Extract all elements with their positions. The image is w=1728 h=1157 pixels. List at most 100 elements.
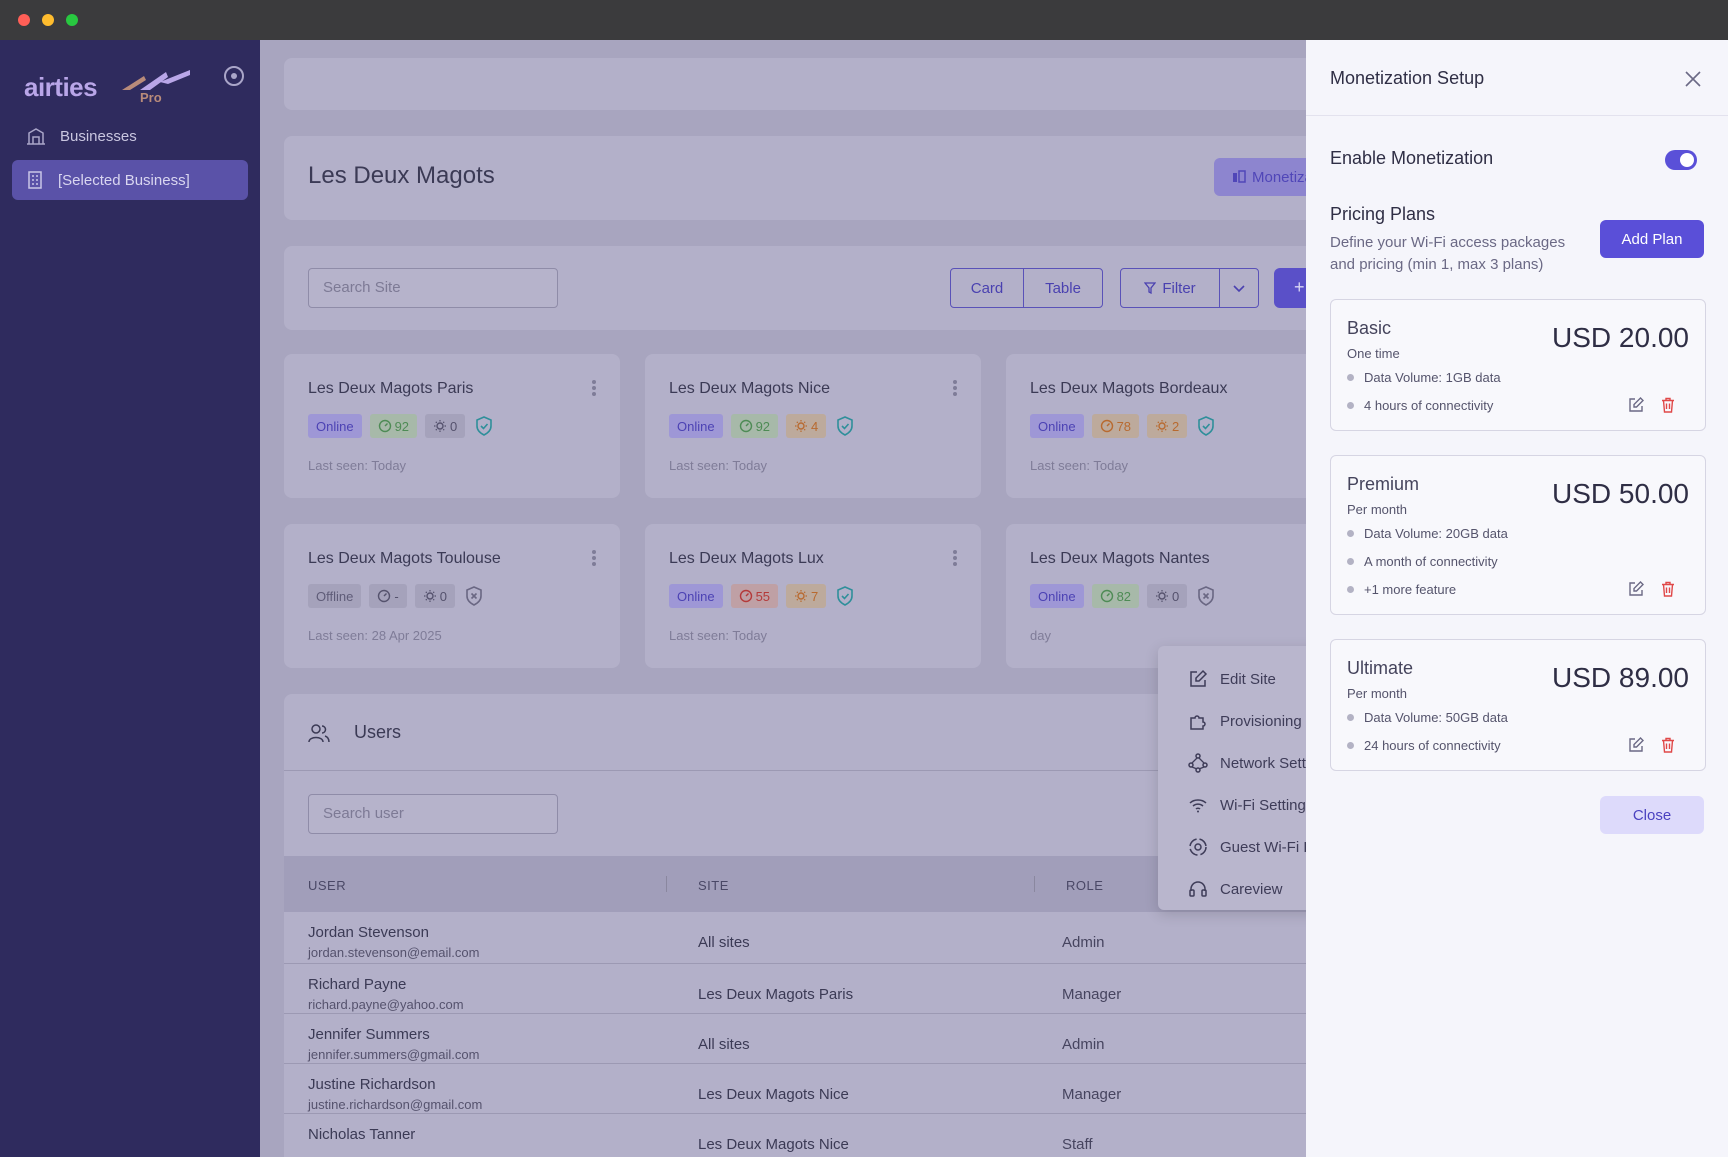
sidebar: airties Pro Businesses [Selected Busines… xyxy=(0,40,260,1157)
view-card-button[interactable]: Card xyxy=(950,268,1024,308)
close-button[interactable]: Close xyxy=(1600,796,1704,834)
menu-item-provisioning[interactable]: Provisioning xyxy=(1158,700,1306,742)
column-resizer[interactable] xyxy=(1034,876,1035,892)
score-value: - xyxy=(394,588,399,604)
sidebar-item-businesses[interactable]: Businesses xyxy=(12,116,248,156)
menu-item-label: Guest Wi-Fi Portal xyxy=(1220,838,1306,856)
drawer-header: Monetization Setup xyxy=(1306,40,1728,116)
table-row[interactable]: Justine Richardson justine.richardson@gm… xyxy=(284,1064,1306,1114)
minimize-window-button[interactable] xyxy=(42,14,54,26)
site-card[interactable]: Les Deux Magots Nantes Online 82 0 day xyxy=(1006,524,1306,668)
shield-check-icon xyxy=(837,586,854,606)
monetization-button[interactable]: Monetizati xyxy=(1214,158,1306,196)
sidebar-collapse-icon[interactable] xyxy=(224,66,244,86)
add-site-button[interactable]: + xyxy=(1274,268,1306,308)
site-card[interactable]: Les Deux Magots Paris Online 92 0 Last s… xyxy=(284,354,620,498)
page-header: Les Deux Magots Monetizati xyxy=(284,136,1306,220)
site-badges: Online 78 2 xyxy=(1030,414,1217,438)
users-icon xyxy=(308,724,330,743)
add-plan-button[interactable]: Add Plan xyxy=(1600,220,1704,258)
edit-icon[interactable] xyxy=(1627,580,1645,598)
office-icon xyxy=(28,171,42,189)
trash-icon[interactable] xyxy=(1659,736,1677,754)
plan-feature: Data Volume: 50GB data xyxy=(1347,710,1508,725)
close-icon[interactable] xyxy=(1684,70,1702,88)
site-card[interactable]: Les Deux Magots Toulouse Offline - 0 Las… xyxy=(284,524,620,668)
menu-item-network-settings[interactable]: Network Settings xyxy=(1158,742,1306,784)
site-toolbar: Search Site Card Table Filter + xyxy=(284,246,1306,330)
plan-price: USD 50.00 xyxy=(1552,478,1689,509)
view-table-button[interactable]: Table xyxy=(1023,268,1103,308)
site-badges: Online 55 7 xyxy=(669,584,856,608)
trash-icon[interactable] xyxy=(1659,396,1677,414)
table-row[interactable]: Richard Payne richard.payne@yahoo.com Le… xyxy=(284,964,1306,1014)
site-card[interactable]: Les Deux Magots Lux Online 55 7 Last see… xyxy=(645,524,981,668)
score-badge: 82 xyxy=(1091,584,1140,608)
enable-monetization-toggle[interactable] xyxy=(1665,150,1697,170)
portal-icon xyxy=(1189,838,1207,856)
user-email: jennifer.summers@gmail.com xyxy=(308,1047,480,1062)
trash-icon[interactable] xyxy=(1659,580,1677,598)
menu-item-careview[interactable]: Careview xyxy=(1158,868,1306,910)
last-seen: day xyxy=(1030,628,1051,643)
more-options-icon[interactable] xyxy=(592,380,596,396)
column-header-user[interactable]: USER xyxy=(308,878,347,893)
user-site: Les Deux Magots Nice xyxy=(698,1136,849,1153)
title-bar xyxy=(0,0,1728,40)
sidebar-item-selected-business[interactable]: [Selected Business] xyxy=(12,160,248,200)
site-card[interactable]: Les Deux Magots Bordeaux Online 78 2 Las… xyxy=(1006,354,1306,498)
alerts-badge: 4 xyxy=(786,414,827,438)
site-card[interactable]: Les Deux Magots Nice Online 92 4 Last se… xyxy=(645,354,981,498)
alerts-badge: 0 xyxy=(425,414,466,438)
user-name: Jennifer Summers xyxy=(308,1026,430,1043)
users-title: Users xyxy=(354,722,402,742)
more-options-icon[interactable] xyxy=(592,550,596,566)
last-seen: Last seen: Today xyxy=(669,458,768,473)
more-options-icon[interactable] xyxy=(953,550,957,566)
table-row[interactable]: Nicholas Tanner Les Deux Magots Nice Sta… xyxy=(284,1114,1306,1157)
page-title: Les Deux Magots xyxy=(308,162,495,189)
site-search-input[interactable]: Search Site xyxy=(308,268,558,308)
edit-icon[interactable] xyxy=(1627,396,1645,414)
maximize-window-button[interactable] xyxy=(66,14,78,26)
menu-item-edit-site[interactable]: Edit Site xyxy=(1158,658,1306,700)
table-row[interactable]: Jordan Stevenson jordan.stevenson@email.… xyxy=(284,912,1306,964)
user-name: Justine Richardson xyxy=(308,1076,436,1093)
plan-feature: 4 hours of connectivity xyxy=(1347,398,1493,413)
user-site: Les Deux Magots Nice xyxy=(698,1086,849,1103)
plan-name: Basic xyxy=(1347,318,1392,338)
score-icon xyxy=(1100,419,1113,433)
last-seen: Last seen: 28 Apr 2025 xyxy=(308,628,442,643)
menu-item-wifi-settings[interactable]: Wi-Fi Settings xyxy=(1158,784,1306,826)
user-role: Staff xyxy=(1062,1136,1093,1153)
site-name: Les Deux Magots Toulouse xyxy=(308,550,501,567)
edit-icon[interactable] xyxy=(1627,736,1645,754)
menu-item-label: Careview xyxy=(1220,880,1283,898)
column-header-site[interactable]: SITE xyxy=(698,878,729,893)
table-row[interactable]: Jennifer Summers jennifer.summers@gmail.… xyxy=(284,1014,1306,1064)
more-options-icon[interactable] xyxy=(953,380,957,396)
pricing-plan-card: Basic One time USD 20.00 Data Volume: 1G… xyxy=(1330,299,1706,431)
filter-button[interactable]: Filter xyxy=(1120,268,1220,308)
enable-monetization-label: Enable Monetization xyxy=(1330,148,1494,168)
user-name: Nicholas Tanner xyxy=(308,1126,416,1143)
alerts-value: 0 xyxy=(439,588,447,604)
sidebar-item-label: [Selected Business] xyxy=(58,171,190,189)
menu-item-label: Provisioning xyxy=(1220,712,1302,730)
alerts-value: 2 xyxy=(1172,418,1180,434)
plan-feature: Data Volume: 20GB data xyxy=(1347,526,1508,541)
filter-dropdown-button[interactable] xyxy=(1219,268,1259,308)
alerts-value: 4 xyxy=(811,418,819,434)
score-badge: 92 xyxy=(369,414,418,438)
user-role: Manager xyxy=(1062,986,1122,1003)
column-resizer[interactable] xyxy=(666,876,667,892)
score-value: 92 xyxy=(755,418,771,434)
logo-wing-icon xyxy=(122,70,190,90)
menu-item-label: Network Settings xyxy=(1220,754,1306,772)
column-header-role[interactable]: ROLE xyxy=(1066,878,1104,893)
top-bar xyxy=(284,58,1306,110)
menu-item-guest-wifi-portal[interactable]: Guest Wi-Fi Portal xyxy=(1158,826,1306,868)
close-window-button[interactable] xyxy=(18,14,30,26)
user-search-input[interactable]: Search user xyxy=(308,794,558,834)
